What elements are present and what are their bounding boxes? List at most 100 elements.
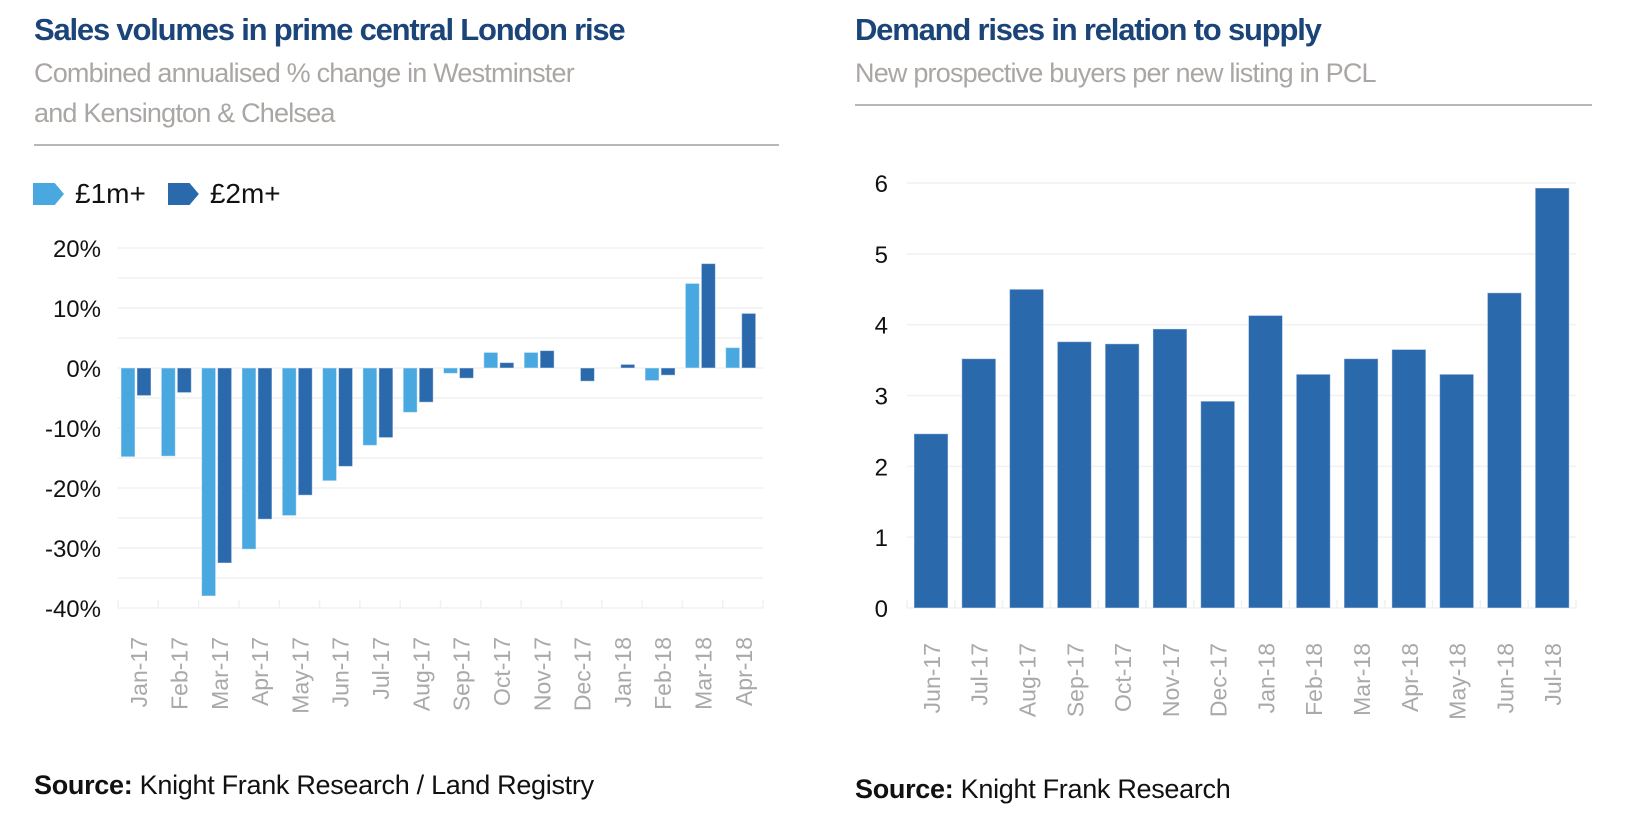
bar--1m--apr-18 (725, 347, 741, 369)
legend-label-2m: £2m+ (209, 178, 281, 209)
x-tick-label: May-18 (1445, 643, 1471, 720)
bar--2m--aug-17 (418, 367, 434, 403)
x-tick-label: Feb-17 (166, 637, 192, 710)
x-tick-label: Jun-17 (919, 643, 945, 713)
left-chart-subtitle-line2: and Kensington & Chelsea (34, 98, 335, 128)
y-tick-label: -10% (45, 416, 101, 443)
left-source-label: Source: (34, 770, 133, 800)
x-tick-label: Mar-18 (691, 637, 717, 710)
y-tick-label: 6 (875, 171, 888, 198)
bar-buyers-per-listing-jun-18 (1486, 292, 1522, 609)
bar--2m--may-17 (297, 367, 313, 496)
y-tick-label: 4 (875, 313, 888, 340)
bar--2m--mar-18 (700, 263, 716, 369)
x-tick-label: Dec-17 (570, 637, 596, 711)
x-tick-label: Nov-17 (1158, 643, 1184, 717)
bar--2m--feb-18 (660, 367, 676, 376)
bar--1m--jan-17 (120, 367, 136, 458)
x-tick-label: Jul-17 (967, 643, 993, 706)
bar--2m--dec-17 (579, 367, 595, 382)
x-tick-label: Feb-18 (1301, 643, 1327, 716)
left-chart-source: Source: Knight Frank Research / Land Reg… (34, 770, 594, 801)
left-bar-chart: 20% 10% 0% -10% -20% -30% -40% Jan-17 Feb-17 Mar-… (45, 236, 764, 714)
left-source-text: Knight Frank Research / Land Registry (139, 770, 594, 800)
x-tick-label: Apr-18 (1397, 643, 1423, 712)
y-tick-label: -40% (45, 596, 101, 623)
x-tick-label: Mar-17 (207, 637, 233, 710)
x-tick-label: Jul-18 (1540, 643, 1566, 706)
right-chart-divider (855, 104, 1592, 106)
y-tick-label: 1 (875, 525, 888, 552)
y-tick-label: 20% (53, 236, 101, 263)
bar--1m--apr-17 (241, 367, 257, 550)
bar--2m--apr-17 (257, 367, 273, 520)
right-source-text: Knight Frank Research (960, 774, 1231, 804)
x-tick-label: Apr-17 (247, 637, 273, 706)
bar--1m--feb-17 (160, 367, 176, 457)
x-tick-label: Jun-17 (328, 637, 354, 707)
bar--2m--apr-18 (741, 312, 757, 369)
bar--2m--jan-17 (136, 367, 152, 397)
x-tick-label: Apr-18 (731, 637, 757, 706)
x-tick-label: Oct-17 (489, 637, 515, 706)
right-bar-chart: 6 5 4 3 2 1 0 Jun-17 Jul-17 Aug-17 Sep-17 Oct-17 Nov… (875, 171, 1577, 720)
bar--2m--nov-17 (539, 350, 555, 369)
bar--2m--oct-17 (499, 362, 515, 369)
bar--2m--sep-17 (459, 367, 474, 379)
left-chart-divider (34, 144, 779, 146)
bar--1m--nov-17 (523, 351, 539, 369)
bar--2m--jul-17 (378, 367, 394, 439)
bar--1m--oct-17 (483, 351, 499, 369)
left-chart-subtitle-line1: Combined annualised % change in Westmins… (34, 58, 575, 88)
legend-item-2m: £2m+ (167, 178, 281, 210)
bar--2m--feb-17 (176, 367, 192, 394)
legend-item-1m: £1m+ (33, 178, 146, 210)
y-tick-label: 5 (875, 242, 888, 269)
left-chart-legend: £1m+ £2m+ (33, 178, 303, 210)
bar--1m--mar-17 (201, 367, 217, 597)
bar-buyers-per-listing-dec-17 (1200, 400, 1236, 609)
y-tick-label: 10% (53, 296, 101, 323)
bar-buyers-per-listing-may-18 (1439, 373, 1475, 609)
x-tick-label: Jan-17 (126, 637, 152, 707)
x-tick-label: Jul-17 (368, 637, 394, 700)
bar-buyers-per-listing-sep-17 (1056, 341, 1092, 609)
x-tick-label: Oct-17 (1110, 643, 1136, 712)
left-chart-title: Sales volumes in prime central London ri… (34, 12, 626, 47)
x-tick-label: Jan-18 (610, 637, 636, 707)
x-tick-label: Nov-17 (529, 637, 555, 711)
bar-buyers-per-listing-jan-18 (1248, 314, 1283, 609)
bar-buyers-per-listing-nov-17 (1152, 328, 1188, 609)
bar-buyers-per-listing-apr-18 (1391, 348, 1427, 609)
legend-marker-2m-icon (167, 183, 199, 205)
y-tick-label: 0% (66, 356, 101, 383)
x-tick-label: Aug-17 (1014, 643, 1040, 717)
bar-buyers-per-listing-oct-17 (1104, 343, 1140, 609)
bar-buyers-per-listing-jun-17 (913, 433, 949, 609)
bar-buyers-per-listing-aug-17 (1009, 288, 1045, 609)
legend-marker-1m-icon (33, 183, 64, 205)
bar-buyers-per-listing-jul-17 (961, 358, 997, 609)
x-tick-label: Sep-17 (449, 637, 475, 711)
y-tick-label: 3 (875, 384, 888, 411)
bar--2m--jan-18 (620, 363, 636, 369)
y-tick-label: -20% (45, 476, 101, 503)
y-tick-label: 0 (875, 596, 888, 623)
bar-buyers-per-listing-mar-18 (1343, 358, 1379, 609)
bar--1m--may-17 (281, 367, 297, 517)
right-chart-subtitle: New prospective buyers per new listing i… (855, 58, 1377, 88)
bar--1m--feb-18 (644, 367, 660, 382)
right-chart-source: Source: Knight Frank Research (855, 774, 1231, 805)
right-source-label: Source: (855, 774, 954, 804)
x-tick-label: May-17 (287, 637, 313, 714)
x-tick-label: Dec-17 (1206, 643, 1232, 717)
bar--1m--sep-17 (443, 367, 458, 374)
x-tick-label: Feb-18 (650, 637, 676, 710)
y-tick-label: 2 (875, 454, 888, 481)
x-tick-label: Mar-18 (1349, 643, 1375, 716)
x-tick-label: Aug-17 (408, 637, 434, 711)
bar--1m--jun-17 (322, 367, 338, 482)
bar-buyers-per-listing-feb-18 (1295, 373, 1331, 609)
bar--1m--aug-17 (402, 367, 418, 413)
bar--1m--jul-17 (362, 367, 378, 446)
